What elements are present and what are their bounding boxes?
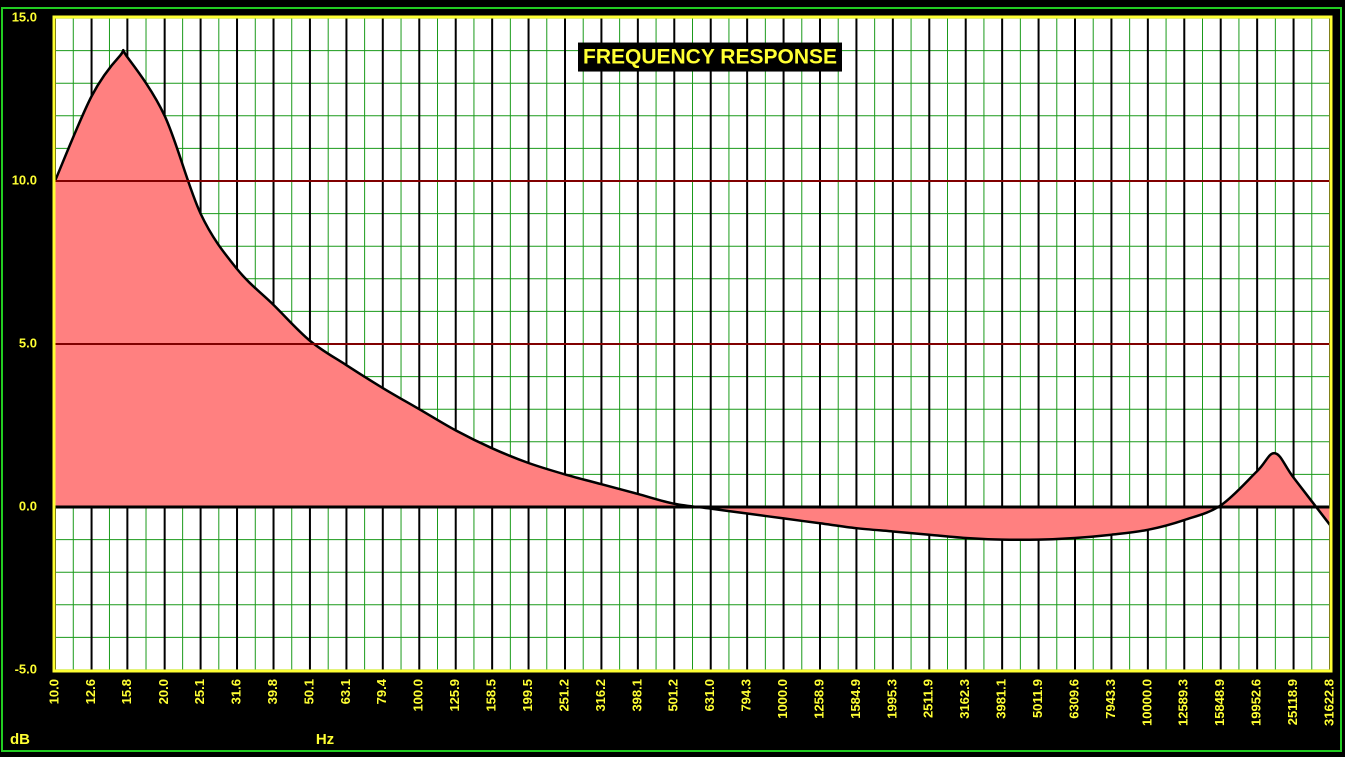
x-tick-label: 158.5 xyxy=(484,679,499,712)
y-axis-label: dB xyxy=(10,731,30,748)
x-tick-label: 3981.1 xyxy=(994,679,1009,719)
x-tick-label: 398.1 xyxy=(629,679,644,712)
x-tick-label: 199.5 xyxy=(520,679,535,712)
line xyxy=(53,48,1331,542)
x-tick-label: 10.0 xyxy=(46,679,61,704)
x-tick-label: 10000.0 xyxy=(1139,679,1154,726)
area xyxy=(55,50,1330,540)
x-tick-label: 794.3 xyxy=(739,679,754,712)
y-tick-label: 15.0 xyxy=(12,9,37,24)
y-tick-label: 10.0 xyxy=(12,172,37,187)
x-tick-label: 1995.3 xyxy=(884,679,899,719)
x-tick-label: 125.9 xyxy=(447,679,462,712)
x-tick-label: 7943.3 xyxy=(1103,679,1118,719)
x-tick-label: 79.4 xyxy=(374,678,389,704)
x-tick-label: 5011.9 xyxy=(1030,679,1045,718)
x-tick-label: 20.0 xyxy=(156,679,171,704)
x-tick-label: 1584.9 xyxy=(848,679,863,719)
chart-title: FREQUENCY RESPONSE xyxy=(583,46,837,69)
x-tick-label: 19952.6 xyxy=(1249,679,1264,726)
x-tick-label: 25118.9 xyxy=(1285,679,1300,725)
x-tick-label: 316.2 xyxy=(593,679,608,712)
x-tick-label: 631.0 xyxy=(702,679,717,712)
x-tick-label: 251.2 xyxy=(556,679,571,712)
x-tick-label: 6309.6 xyxy=(1066,679,1081,719)
x-tick-label: 501.2 xyxy=(666,679,681,712)
y-tick-label: 5.0 xyxy=(19,335,37,350)
title-background xyxy=(578,42,842,72)
ticks: 15.0 10.0 5.0 0.0 -5.0 10.0 12.6 15.8 20.0 25.1 31… xyxy=(12,9,1337,726)
x-tick-label: 31622.8 xyxy=(1321,679,1336,726)
y-tick-label: -5.0 xyxy=(15,661,37,676)
plot-frame xyxy=(52,15,1333,673)
y-tick-label: 0.0 xyxy=(19,498,37,513)
x-axis-label: Hz xyxy=(316,731,334,748)
series xyxy=(53,48,1331,542)
x-tick-label: 63.1 xyxy=(338,679,353,704)
x-tick-label: 15.8 xyxy=(119,679,134,704)
x-tick-label: 39.8 xyxy=(265,679,280,704)
x-tick-label: 12589.3 xyxy=(1176,679,1191,726)
x-tick-label: 100.0 xyxy=(411,679,426,712)
x-tick-label: 2511.9 xyxy=(921,679,936,718)
x-tick-label: 12.6 xyxy=(83,679,98,704)
x-tick-label: 1258.9 xyxy=(811,679,826,719)
x-tick-label: 1000.0 xyxy=(775,679,790,719)
x-tick-label: 3162.3 xyxy=(957,679,972,719)
x-tick-label: 31.6 xyxy=(228,679,243,704)
x-tick-label: 25.1 xyxy=(192,679,207,704)
x-tick-label: 50.1 xyxy=(301,679,316,704)
outer-frame xyxy=(1,7,1342,752)
x-tick-label: 15848.9 xyxy=(1212,679,1227,726)
